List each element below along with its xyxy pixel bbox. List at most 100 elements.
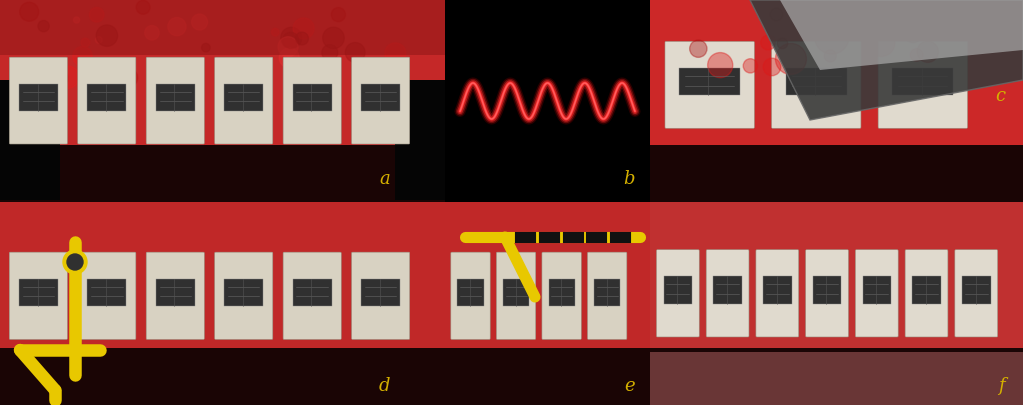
Bar (155, 83, 195, 111)
Bar (293, 83, 331, 111)
FancyBboxPatch shape (146, 252, 205, 339)
Bar (548, 279, 575, 306)
Bar (679, 68, 741, 95)
Circle shape (296, 32, 309, 45)
Circle shape (817, 13, 837, 32)
FancyBboxPatch shape (496, 252, 536, 339)
Circle shape (73, 47, 92, 66)
Polygon shape (780, 0, 1023, 70)
Circle shape (346, 43, 365, 62)
Circle shape (38, 21, 49, 32)
Text: d: d (379, 377, 390, 395)
Circle shape (280, 27, 302, 48)
Circle shape (385, 43, 406, 64)
Bar (650, 202, 1023, 405)
Circle shape (744, 59, 757, 73)
Circle shape (81, 38, 90, 47)
Bar (0, 202, 445, 287)
Bar (650, 202, 1023, 283)
Circle shape (278, 37, 298, 57)
Bar (87, 83, 127, 111)
Circle shape (825, 50, 837, 62)
FancyBboxPatch shape (9, 252, 68, 339)
Bar (445, 0, 650, 202)
Circle shape (48, 68, 68, 88)
Circle shape (763, 58, 781, 76)
Bar (293, 279, 331, 306)
Bar (913, 276, 941, 304)
Bar (650, 0, 1023, 71)
FancyBboxPatch shape (706, 250, 749, 337)
Text: b: b (623, 170, 635, 188)
Circle shape (868, 30, 895, 56)
FancyBboxPatch shape (657, 250, 700, 337)
FancyBboxPatch shape (352, 57, 410, 144)
Bar (0, 202, 445, 405)
FancyBboxPatch shape (283, 57, 342, 144)
Bar (664, 276, 693, 304)
FancyBboxPatch shape (9, 57, 68, 144)
Circle shape (964, 2, 988, 26)
Circle shape (118, 68, 138, 88)
Circle shape (918, 41, 938, 62)
Circle shape (279, 48, 300, 68)
Bar (445, 202, 650, 405)
FancyBboxPatch shape (771, 41, 861, 128)
Bar (0, 145, 445, 202)
Bar (813, 276, 841, 304)
FancyBboxPatch shape (954, 250, 997, 337)
FancyBboxPatch shape (352, 252, 410, 339)
Circle shape (331, 8, 346, 21)
FancyBboxPatch shape (78, 57, 136, 144)
Bar (224, 279, 263, 306)
Circle shape (152, 67, 175, 89)
Circle shape (294, 18, 314, 39)
Bar (763, 276, 792, 304)
FancyBboxPatch shape (451, 252, 490, 339)
Bar (503, 279, 529, 306)
Text: a: a (380, 170, 390, 188)
Bar (0, 348, 445, 405)
Circle shape (89, 7, 104, 22)
Bar (713, 276, 742, 304)
FancyBboxPatch shape (215, 252, 273, 339)
Text: e: e (624, 377, 635, 395)
Bar (361, 279, 400, 306)
Circle shape (322, 27, 344, 49)
Bar (457, 279, 484, 306)
Bar (155, 279, 195, 306)
Bar (650, 145, 1023, 202)
Circle shape (770, 8, 783, 21)
Circle shape (814, 20, 849, 54)
Bar (892, 68, 953, 95)
FancyBboxPatch shape (146, 57, 205, 144)
FancyBboxPatch shape (215, 57, 273, 144)
Circle shape (19, 2, 39, 21)
Bar (862, 276, 891, 304)
Circle shape (144, 26, 160, 40)
Circle shape (191, 14, 208, 30)
Bar (650, 348, 1023, 405)
Bar (361, 83, 400, 111)
Circle shape (63, 250, 87, 274)
Text: c: c (995, 87, 1005, 105)
Bar (962, 276, 990, 304)
Bar (0, 0, 445, 55)
Circle shape (795, 0, 818, 19)
Circle shape (775, 43, 806, 75)
Bar (18, 279, 58, 306)
Bar (650, 352, 1023, 405)
Bar (445, 348, 650, 405)
Circle shape (839, 28, 849, 39)
Bar (650, 0, 1023, 202)
FancyBboxPatch shape (665, 41, 754, 128)
Polygon shape (750, 0, 1023, 120)
Circle shape (910, 49, 923, 62)
Circle shape (904, 26, 922, 43)
Circle shape (180, 62, 189, 70)
Circle shape (74, 17, 80, 23)
Circle shape (96, 25, 118, 46)
FancyBboxPatch shape (806, 250, 848, 337)
Bar (87, 279, 127, 306)
Bar (0, 0, 445, 97)
